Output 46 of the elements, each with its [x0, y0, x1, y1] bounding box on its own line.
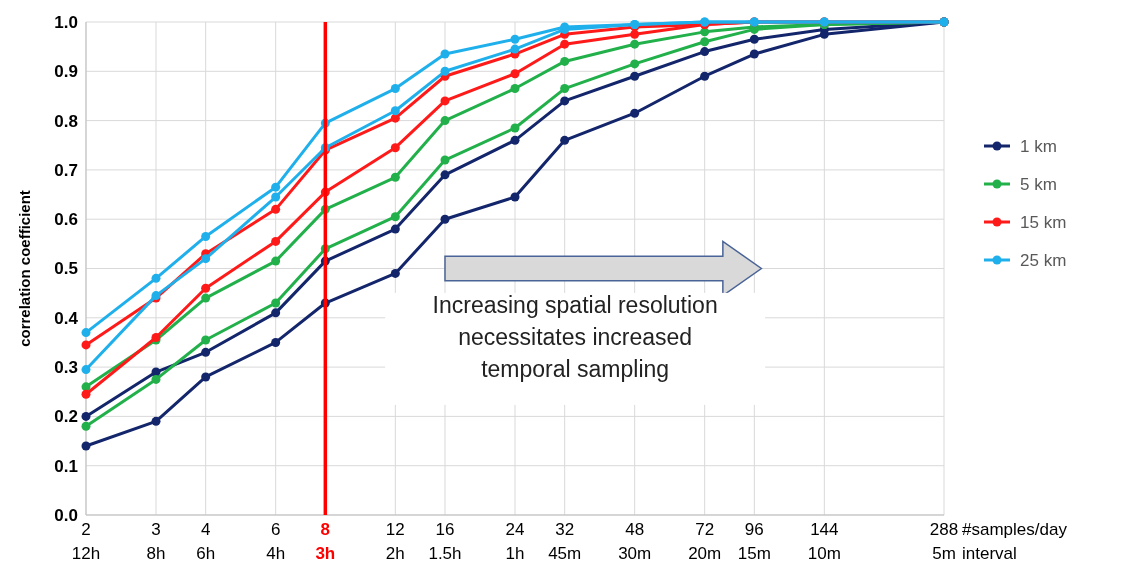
x-tick-label: 288: [929, 520, 959, 539]
x-tick-label: 16: [435, 520, 455, 539]
y-tick-label: 0.7: [54, 160, 78, 180]
y-tick-label: 0.4: [54, 308, 79, 328]
text: 6h: [196, 544, 216, 563]
y-tick-label: 0.1: [54, 456, 78, 476]
x-tick-label: 24: [505, 520, 525, 539]
text: 10m: [807, 544, 841, 563]
x-tick-label: 6: [270, 520, 281, 539]
legend-label: 25 km: [1020, 250, 1067, 270]
text: 4h: [266, 544, 286, 563]
y-tick-label: 0.2: [54, 407, 78, 427]
text: 2h: [385, 544, 405, 563]
x-tick-label: 72: [695, 520, 715, 539]
x-tick-label: 2: [81, 520, 91, 539]
text: 30m: [618, 544, 652, 563]
y-tick-label: 0.8: [54, 111, 78, 131]
annotation: Increasing spatial resolution necessitates increased temporal sampling: [432, 291, 718, 382]
legend-label: 1 km: [1020, 136, 1057, 156]
x-tick-label: 144: [810, 520, 839, 539]
x-tick-label: 32: [555, 520, 575, 539]
x-tick-label: 96: [744, 520, 764, 539]
y-tick-label: 0.6: [54, 210, 78, 230]
legend-label: 5 km: [1020, 174, 1057, 194]
text: 1h: [505, 544, 525, 563]
text: 45m: [548, 544, 582, 563]
x-tick-label: 8: [320, 520, 331, 539]
text: 8h: [146, 544, 166, 563]
x-tick-label: 48: [625, 520, 645, 539]
y-tick-label: 0.0: [54, 505, 78, 525]
y-tick-label: 0.9: [54, 62, 78, 82]
text: 5m: [932, 544, 956, 563]
text: 3h: [315, 544, 336, 563]
x-tick-label: 3: [151, 520, 161, 539]
text: 15m: [737, 544, 771, 563]
x-axis-title: #samples/day interval: [962, 520, 1068, 563]
text: 12h: [71, 544, 101, 563]
y-tick-label: 1.0: [54, 12, 78, 32]
x-tick-label: 12: [385, 520, 405, 539]
y-tick-label: 0.3: [54, 358, 78, 378]
legend-label: 15 km: [1020, 212, 1067, 232]
text: 20m: [688, 544, 722, 563]
y-tick-label: 0.5: [54, 259, 78, 279]
y-axis-title: correlation coefficient: [16, 190, 33, 347]
text: 1.5h: [428, 544, 462, 563]
x-tick-label: 4: [200, 520, 211, 539]
